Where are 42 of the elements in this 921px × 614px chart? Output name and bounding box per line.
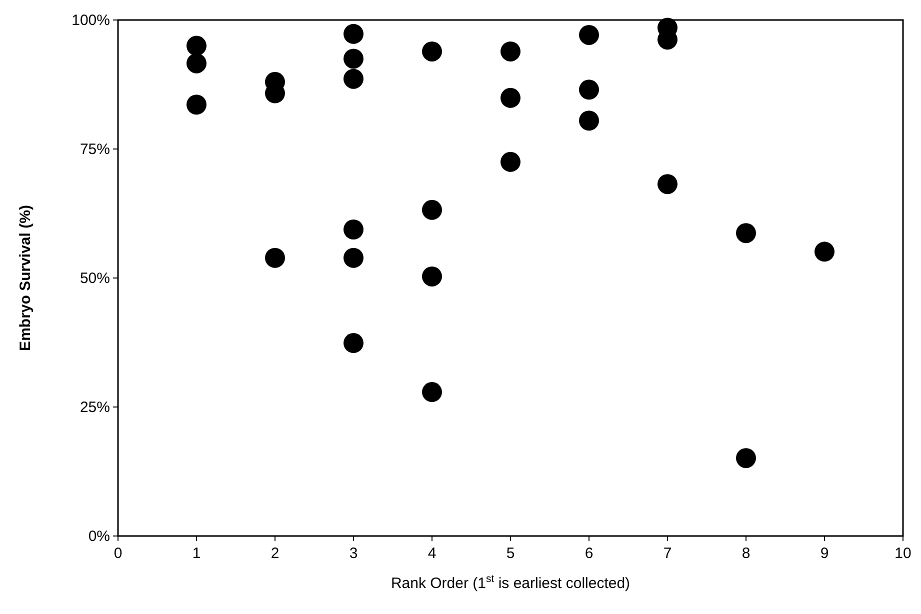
y-tick-label: 0% bbox=[88, 528, 110, 545]
x-tick-label: 2 bbox=[270, 545, 280, 562]
y-tick-label: 100% bbox=[72, 12, 110, 29]
y-tick-label: 50% bbox=[80, 270, 110, 287]
x-tick-label: 4 bbox=[428, 545, 436, 562]
y-tick-label: 25% bbox=[80, 399, 110, 416]
point bbox=[500, 41, 520, 62]
point bbox=[186, 94, 206, 115]
x-tick-label: 3 bbox=[349, 545, 358, 562]
point bbox=[814, 242, 834, 262]
point bbox=[186, 36, 206, 56]
x-axis-title: Rank Order (1$^{st}$ is earliest collected) bbox=[390, 573, 630, 592]
y-tick-label: 75% bbox=[80, 141, 110, 158]
point bbox=[344, 24, 364, 44]
x-tick-label: 1 bbox=[192, 545, 201, 562]
point bbox=[579, 110, 599, 131]
x-tick-label: 10 bbox=[894, 545, 912, 562]
x-tick-label: 7 bbox=[663, 545, 672, 562]
point bbox=[186, 53, 206, 74]
point bbox=[265, 248, 285, 268]
point bbox=[579, 24, 599, 45]
x-tick-label: 9 bbox=[820, 545, 829, 562]
y-axis-title: Embryo Survival (%) bbox=[17, 205, 34, 351]
point bbox=[500, 88, 520, 108]
point bbox=[344, 248, 364, 268]
x-tick-label: 6 bbox=[584, 545, 594, 562]
point bbox=[422, 266, 442, 286]
point bbox=[736, 223, 756, 244]
point bbox=[422, 200, 442, 220]
x-tick-label: 0 bbox=[114, 545, 122, 562]
point bbox=[344, 333, 364, 353]
point bbox=[579, 80, 599, 100]
point bbox=[736, 448, 756, 468]
x-tick-label: 8 bbox=[742, 545, 750, 562]
point bbox=[658, 174, 678, 194]
point bbox=[344, 220, 364, 240]
x-tick-label: 5 bbox=[506, 545, 515, 562]
point bbox=[422, 382, 442, 402]
point bbox=[344, 68, 364, 89]
point bbox=[422, 41, 442, 62]
point bbox=[500, 152, 520, 172]
point bbox=[344, 48, 364, 69]
